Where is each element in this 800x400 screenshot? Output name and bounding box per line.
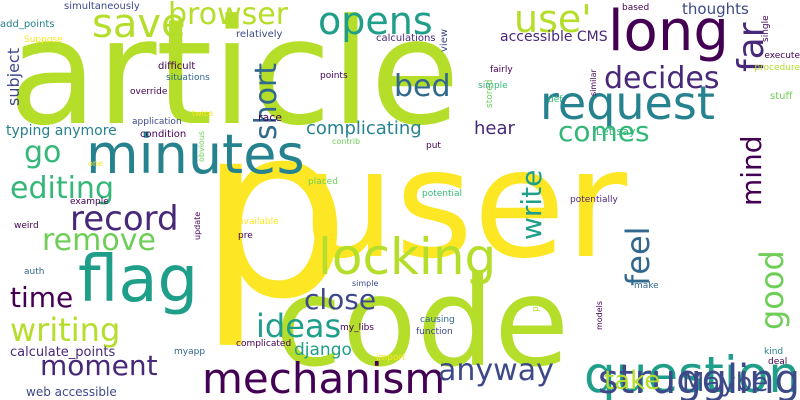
word-points: points [320,71,348,81]
word-let-say: Let say [596,125,636,138]
word-typing-anymore: typing anymore [6,123,117,139]
word-kind: kind [764,347,784,357]
word-procedure: procedure [754,63,800,73]
word-complicating: complicating [306,118,422,139]
word-django: django [294,340,352,360]
word-save: save [92,1,186,47]
word-complicated: complicated [236,339,292,349]
word-record: record [70,199,179,239]
word-article: article [8,0,460,158]
word-auth: auth [24,267,45,277]
word-anyway: anyway [438,353,554,388]
word-opens: opens [318,0,433,43]
word-potentially: potentially [570,195,618,205]
word-placed: placed [308,177,338,187]
word-user: user [300,118,628,292]
word-based: based [622,3,650,13]
word-locking: locking [318,228,497,286]
word-thoughts: thoughts [682,0,749,18]
word-available: available [238,217,279,227]
word-single: single [761,15,771,42]
word-causing: causing [420,315,455,325]
word-override: override [130,87,168,97]
word-fairly: fairly [490,65,513,75]
word-hear: hear [474,118,515,139]
word-request: request [540,76,715,130]
word-maybe: Maybe [682,368,769,398]
word-application: application [132,117,182,127]
word-p: p [198,72,351,352]
word-condition: condition [140,129,187,140]
word-web-accessible: web accessible [26,385,117,399]
word-time: time [10,281,74,314]
word-writing: writing [10,311,121,349]
word-example: example [70,197,109,207]
word-update: update [193,211,202,240]
word-py: py [531,300,541,312]
word-moment: moment [40,349,158,382]
word-write: write [515,169,548,240]
word-situations: situations [166,73,210,83]
word-minutes: minutes [86,123,305,186]
word-potential: potential [422,189,463,199]
word-browser: browser [168,0,289,32]
word-simple-bottom: simple [352,279,379,288]
word-ideas: ideas [256,307,342,345]
word-add-points: add_points [0,19,55,30]
word-myapp: myapp [174,347,206,357]
word-use: use' [514,0,592,41]
word-suppose: Suppose [24,35,63,45]
word-weird: weird [14,221,39,231]
word-long: long [608,0,729,64]
word-difficult: difficult [158,61,196,72]
word-import: import [376,353,406,363]
word-one: one [88,159,103,168]
word-mind: mind [735,135,768,206]
word-struggling: struggling [597,357,800,400]
word-feel: feel [619,226,657,286]
word-obvious: obvious [197,130,206,162]
word-calculate-points: calculate_points [10,345,116,360]
word-subject: subject [4,48,23,106]
word-question: question [583,346,800,400]
word-comes: comes [558,115,650,148]
word-contrib: contrib [332,137,361,146]
word-race: race [258,111,283,124]
word-relatively: relatively [236,29,283,40]
word-decides: decides [604,61,720,96]
word-bed: bed [394,69,451,104]
word-models: models [595,300,604,330]
word-code: code [275,252,570,394]
word-execute: execute [764,51,800,61]
word-simple-top: simple [478,81,508,91]
word-my-libs: my_libs [340,323,374,333]
word-pre: pre [238,231,253,241]
word-accessible-cms: accessible CMS [500,29,608,45]
word-deal: deal [768,357,788,367]
word-take: take [604,366,661,396]
word-function: function [416,327,453,337]
word-remove: remove [42,223,156,258]
word-mechanism: mechanism [202,354,446,400]
word-short: short [249,62,284,140]
word-def: def [548,95,563,105]
word-go: go [24,135,62,170]
word-close: close [304,283,377,316]
word-stuff: stuff [770,91,793,102]
word-similar: similar [589,69,598,96]
word-flag: flag [78,243,199,317]
word-editing: editing [10,171,114,206]
word-view: view [439,28,450,52]
word-twice: twice [192,109,214,118]
word-good: good [753,250,791,330]
word-calculations: calculations [376,33,436,44]
word-make: make [634,281,659,291]
word-simultaneously: simultaneously [64,1,140,12]
word-put: put [426,141,441,151]
